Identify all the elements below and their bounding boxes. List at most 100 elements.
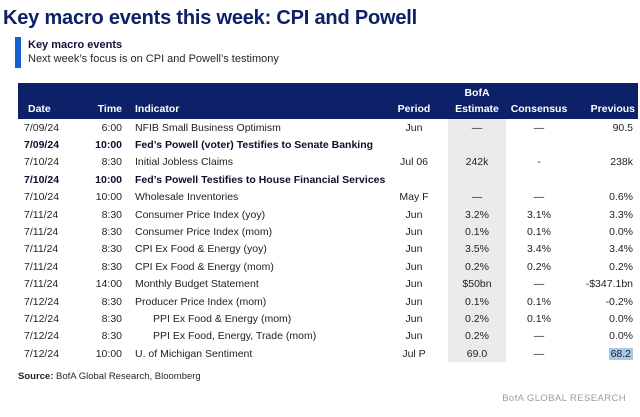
cell-consensus: — <box>533 121 545 134</box>
cell-period: Jun <box>405 312 423 325</box>
cell-time: 8:30 <box>101 330 122 343</box>
table-row: 7/12/24 8:30 PPI Ex Food & Energy (mom) Jun… <box>18 310 638 328</box>
cell-consensus: 3.1% <box>527 208 551 221</box>
brand-footer: BofA GLOBAL RESEARCH <box>502 393 626 404</box>
table-row: 7/12/24 10:00 U. of Michigan Sentiment Jul … <box>18 345 638 363</box>
cell-estimate: 0.2% <box>448 258 506 276</box>
cell-estimate: $50bn <box>448 275 506 293</box>
cell-indicator: Fed’s Powell (voter) Testifies to Senate… <box>135 139 374 152</box>
cell-consensus: 0.2% <box>527 260 551 273</box>
cell-period: May F <box>399 191 429 204</box>
table-row: 7/09/24 6:00 NFIB Small Business Optimism J… <box>18 119 638 137</box>
table-row: 7/11/24 8:30 CPI Ex Food & Energy (mom) Jun… <box>18 258 638 276</box>
cell-period: Jun <box>405 260 423 273</box>
cell-previous: -$347.1bn <box>585 278 633 291</box>
table-row: 7/11/24 8:30 Consumer Price Index (mom) Jun… <box>18 223 638 241</box>
cell-indicator: Fed’s Powell Testifies to House Financia… <box>135 173 386 186</box>
cell-date: 7/11/24 <box>24 226 59 239</box>
cell-date: 7/12/24 <box>24 295 60 308</box>
table-header: BofA Date Time Indicator Period Estimate… <box>18 83 638 119</box>
cell-previous: 3.3% <box>609 208 633 221</box>
header-period: Period <box>397 103 431 115</box>
cell-indicator: Wholesale Inventories <box>135 191 239 204</box>
cell-period: Jun <box>405 295 423 308</box>
cell-consensus: 0.1% <box>527 295 551 308</box>
cell-indicator: Consumer Price Index (mom) <box>135 226 273 239</box>
cell-indicator: PPI Ex Food & Energy (mom) <box>153 312 292 325</box>
cell-date: 7/11/24 <box>24 260 59 273</box>
macro-events-table: BofA Date Time Indicator Period Estimate… <box>18 83 638 363</box>
source-text: BofA Global Research, Bloomberg <box>53 371 201 383</box>
cell-time: 8:30 <box>101 208 122 221</box>
cell-date: 7/12/24 <box>24 312 60 325</box>
cell-indicator: Initial Jobless Claims <box>135 156 234 169</box>
cell-previous: -0.2% <box>605 295 633 308</box>
cell-period: Jul P <box>402 347 426 360</box>
cell-date: 7/11/24 <box>24 208 59 221</box>
cell-previous: 0.0% <box>609 312 633 325</box>
page-title: Key macro events this week: CPI and Powe… <box>3 7 417 29</box>
cell-previous: 0.0% <box>609 330 633 343</box>
cell-estimate: 3.2% <box>448 205 506 224</box>
cell-indicator: NFIB Small Business Optimism <box>135 121 281 134</box>
cell-estimate: 0.2% <box>448 327 506 346</box>
cell-time: 8:30 <box>101 156 122 169</box>
cell-previous: 90.5 <box>612 121 633 134</box>
cell-time: 8:30 <box>101 295 122 308</box>
cell-time: 10:00 <box>95 139 122 152</box>
source-note: Source: BofA Global Research, Bloomberg <box>18 371 640 382</box>
cell-indicator: Producer Price Index (mom) <box>135 295 267 308</box>
cell-time: 8:30 <box>101 260 122 273</box>
exhibit-caption: Key macro events Next week’s focus is on… <box>15 37 640 68</box>
cell-indicator: U. of Michigan Sentiment <box>135 347 253 360</box>
cell-time: 10:00 <box>95 347 122 360</box>
cell-period: Jun <box>405 208 423 221</box>
table-row: 7/11/24 8:30 CPI Ex Food & Energy (yoy) Jun… <box>18 240 638 259</box>
header-indicator: Indicator <box>135 103 180 115</box>
cell-consensus: 0.1% <box>527 226 551 239</box>
header-previous: Previous <box>590 103 635 115</box>
cell-estimate: — <box>448 119 506 137</box>
header-bofa-label: BofA <box>464 87 490 99</box>
cell-period: Jun <box>405 226 423 239</box>
header-estimate: Estimate <box>455 103 499 115</box>
header-consensus: Consensus <box>510 103 568 115</box>
exhibit-subtitle: Next week’s focus is on CPI and Powell’s… <box>28 53 279 65</box>
table-row: 7/11/24 14:00 Monthly Budget Statement Jun $… <box>18 275 638 293</box>
cell-estimate: 0.2% <box>448 310 506 328</box>
cell-estimate <box>448 136 506 154</box>
cell-time: 10:00 <box>95 173 122 186</box>
cell-date: 7/09/24 <box>24 121 60 134</box>
cell-consensus: 3.4% <box>527 243 551 256</box>
cell-consensus: — <box>533 330 545 343</box>
cell-previous: 0.0% <box>609 226 633 239</box>
cell-time: 8:30 <box>101 226 122 239</box>
cell-period: Jun <box>405 243 423 256</box>
cell-date: 7/11/24 <box>24 278 59 291</box>
cell-consensus: — <box>533 191 545 204</box>
cell-period: Jun <box>405 121 423 134</box>
table-row: 7/09/24 10:00 Fed’s Powell (voter) Testifi… <box>18 136 638 154</box>
cell-date: 7/10/24 <box>24 173 60 186</box>
cell-previous: 238k <box>610 156 633 169</box>
cell-date: 7/10/24 <box>24 191 60 204</box>
cell-indicator: Monthly Budget Statement <box>135 278 259 291</box>
cell-date: 7/10/24 <box>24 156 60 169</box>
cell-estimate: 0.1% <box>448 223 506 241</box>
cell-estimate: 242k <box>448 153 506 172</box>
table-row: 7/11/24 8:30 Consumer Price Index (yoy) Jun… <box>18 205 638 224</box>
cell-indicator: PPI Ex Food, Energy, Trade (mom) <box>153 330 317 343</box>
cell-indicator: CPI Ex Food & Energy (mom) <box>135 260 274 273</box>
table-row: 7/10/24 8:30 Initial Jobless Claims Jul 06 2… <box>18 153 638 172</box>
cell-time: 8:30 <box>101 243 122 256</box>
source-label: Source: <box>18 371 54 383</box>
header-date: Date <box>28 103 51 115</box>
cell-estimate <box>448 171 506 189</box>
cell-consensus: 0.1% <box>527 312 551 325</box>
cell-time: 14:00 <box>95 278 122 291</box>
table-body: 7/09/24 6:00 NFIB Small Business Optimism J… <box>18 119 638 363</box>
cell-previous: 0.2% <box>609 260 633 273</box>
cell-previous: 68.2 <box>572 347 638 360</box>
cell-estimate: 69.0 <box>448 345 506 363</box>
cell-period: Jun <box>405 278 423 291</box>
